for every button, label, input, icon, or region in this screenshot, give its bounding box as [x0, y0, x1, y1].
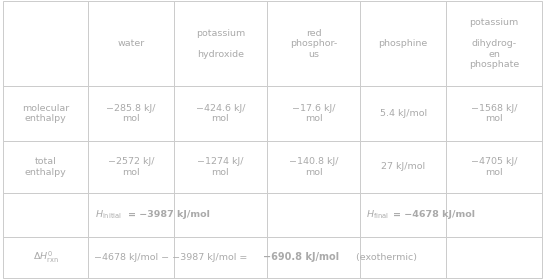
Bar — [174, 237, 267, 278]
Bar — [267, 193, 360, 237]
Bar — [174, 193, 267, 237]
Text: −4705 kJ/
mol: −4705 kJ/ mol — [471, 157, 517, 177]
Text: water: water — [117, 39, 144, 48]
Bar — [174, 1, 267, 86]
Bar — [446, 193, 542, 237]
Text: potassium

dihydrog-
en
phosphate: potassium dihydrog- en phosphate — [469, 18, 519, 69]
Bar — [3, 141, 88, 193]
Bar — [174, 141, 267, 193]
Bar — [267, 141, 360, 193]
Bar — [88, 1, 174, 86]
Bar — [3, 193, 88, 237]
Text: −285.8 kJ/
mol: −285.8 kJ/ mol — [106, 104, 156, 123]
Text: −1274 kJ/
mol: −1274 kJ/ mol — [197, 157, 244, 177]
Text: 27 kJ/mol: 27 kJ/mol — [381, 162, 425, 172]
Text: (exothermic): (exothermic) — [353, 253, 416, 262]
Text: −17.6 kJ/
mol: −17.6 kJ/ mol — [292, 104, 336, 123]
Text: −424.6 kJ/
mol: −424.6 kJ/ mol — [196, 104, 245, 123]
Bar — [3, 237, 88, 278]
Bar — [3, 86, 88, 141]
Bar — [360, 86, 446, 141]
Text: total
enthalpy: total enthalpy — [25, 157, 66, 177]
Bar — [267, 86, 360, 141]
Bar — [174, 86, 267, 141]
Bar — [360, 141, 446, 193]
Bar — [446, 237, 542, 278]
Text: phosphine: phosphine — [379, 39, 428, 48]
Text: molecular
enthalpy: molecular enthalpy — [22, 104, 69, 123]
Text: = −3987 kJ/mol: = −3987 kJ/mol — [128, 210, 210, 219]
Bar — [267, 1, 360, 86]
Bar — [88, 86, 174, 141]
Bar — [446, 86, 542, 141]
Text: potassium

hydroxide: potassium hydroxide — [196, 29, 245, 59]
Bar — [446, 1, 542, 86]
Text: −690.8 kJ/mol: −690.8 kJ/mol — [263, 252, 339, 262]
Bar — [88, 237, 174, 278]
Text: = −4678 kJ/mol: = −4678 kJ/mol — [393, 210, 475, 219]
Text: −4678 kJ/mol − −3987 kJ/mol =: −4678 kJ/mol − −3987 kJ/mol = — [94, 253, 250, 262]
Text: red
phosphor-
us: red phosphor- us — [290, 29, 337, 59]
Text: $H_{\rm initial}$: $H_{\rm initial}$ — [95, 209, 122, 221]
Bar — [88, 193, 174, 237]
Text: −2572 kJ/
mol: −2572 kJ/ mol — [108, 157, 154, 177]
Text: 5.4 kJ/mol: 5.4 kJ/mol — [380, 109, 427, 118]
Text: $H_{\rm final}$: $H_{\rm final}$ — [366, 209, 389, 221]
Text: −140.8 kJ/
mol: −140.8 kJ/ mol — [289, 157, 338, 177]
Bar — [360, 1, 446, 86]
Bar — [3, 1, 88, 86]
Bar — [446, 141, 542, 193]
Text: −1568 kJ/
mol: −1568 kJ/ mol — [471, 104, 517, 123]
Bar — [360, 237, 446, 278]
Bar — [267, 237, 360, 278]
Text: $\Delta H^0_{\rm rxn}$: $\Delta H^0_{\rm rxn}$ — [33, 250, 58, 265]
Bar — [360, 193, 446, 237]
Bar — [88, 141, 174, 193]
